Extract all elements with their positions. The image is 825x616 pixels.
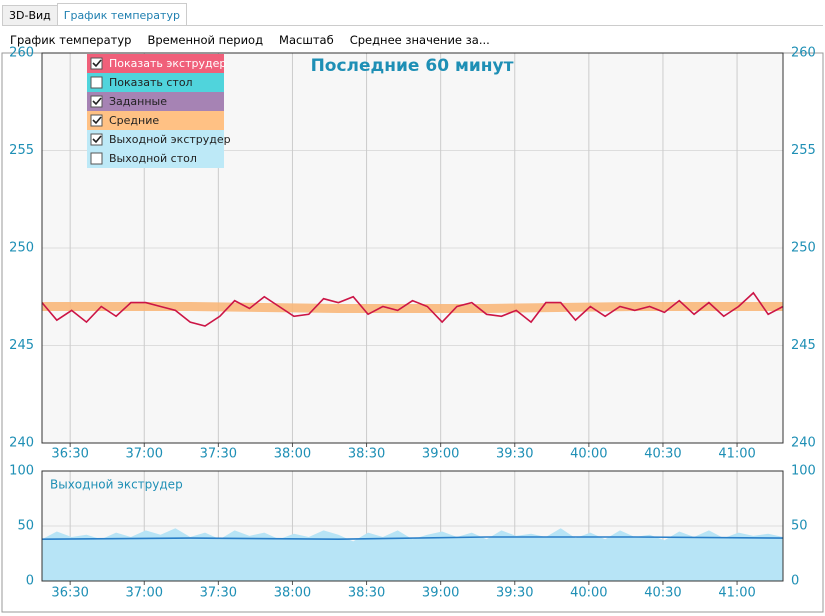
chart: 240 240 245 245 250 250 255 255 260 260 36:30 37:00…	[9, 46, 816, 462]
y-tick-label: 50	[17, 519, 34, 534]
x-tick-label: 39:00	[422, 586, 459, 601]
legend-label: Средние	[109, 114, 159, 127]
y-tick-label: 260	[9, 46, 34, 61]
check-mark	[92, 59, 102, 68]
x-tick-label: 40:00	[570, 586, 607, 601]
plot-border	[41, 52, 784, 444]
x-tick-label: 36:30	[51, 586, 88, 601]
x-tick-label: 41:00	[718, 586, 755, 601]
legend-row	[87, 54, 224, 73]
legend-label: Показать экструдер	[109, 57, 226, 70]
tab-bar: 3D-Вид График температур	[2, 0, 823, 26]
x-tick-label: 37:00	[126, 586, 163, 601]
legend-label: Показать стол	[109, 76, 193, 89]
legend-row	[87, 92, 224, 111]
x-tick-label: 40:00	[570, 447, 607, 462]
y-tick-label: 50	[791, 519, 808, 534]
chart-title: Последние 60 минут	[311, 56, 514, 76]
legend-row	[87, 149, 224, 168]
y-tick-label: 240	[9, 436, 34, 451]
x-tick-label: 39:30	[496, 586, 533, 601]
y-tick-label: 245	[791, 338, 816, 353]
x-tick-label: 39:00	[422, 447, 459, 462]
data-area	[42, 528, 783, 581]
legend-checkbox[interactable]	[90, 95, 103, 108]
menu-bar: График температур Временной период Масштаб…	[10, 29, 490, 51]
y-tick-label: 240	[791, 436, 816, 451]
legend-row	[87, 73, 224, 92]
menu-item[interactable]: Масштаб	[279, 33, 334, 47]
legend-checkbox[interactable]	[90, 152, 103, 165]
average-band	[42, 302, 783, 313]
x-tick-label: 41:00	[718, 447, 755, 462]
y-tick-label: 100	[9, 464, 34, 479]
legend-row	[87, 111, 224, 130]
y-tick-label: 250	[9, 241, 34, 256]
menu-item[interactable]: График температур	[10, 33, 132, 47]
chart: 0 0 50 50 100 100 36:30 37:00 37:30 38:00 38:30 39:…	[9, 464, 816, 601]
x-tick-label: 38:30	[348, 447, 385, 462]
y-tick-label: 250	[791, 241, 816, 256]
legend-checkbox[interactable]	[90, 76, 103, 89]
y-tick-label: 0	[791, 574, 799, 589]
legend-checkbox[interactable]	[90, 57, 103, 70]
data-line	[41, 291, 784, 327]
legend-checkbox[interactable]	[90, 114, 103, 127]
legend-row	[87, 130, 224, 149]
x-tick-label: 38:00	[274, 586, 311, 601]
legend-label: Заданные	[109, 95, 167, 108]
x-tick-label: 36:30	[51, 447, 88, 462]
y-tick-label: 245	[9, 338, 34, 353]
plot-border	[41, 470, 784, 582]
x-tick-label: 37:30	[200, 586, 237, 601]
x-tick-label: 38:30	[348, 586, 385, 601]
tab[interactable]: 3D-Вид	[2, 5, 58, 25]
menu-item[interactable]: Временной период	[147, 33, 264, 47]
check-mark	[92, 97, 102, 106]
x-tick-label: 38:00	[274, 447, 311, 462]
y-tick-label: 100	[791, 464, 816, 479]
x-tick-label: 40:30	[644, 586, 681, 601]
x-tick-label: 37:30	[200, 447, 237, 462]
check-mark	[92, 116, 102, 125]
y-tick-label: 260	[791, 46, 816, 61]
legend-checkbox[interactable]	[90, 133, 103, 146]
x-tick-label: 37:00	[126, 447, 163, 462]
check-mark	[92, 135, 102, 144]
menu-item[interactable]: Среднее значение за...	[349, 33, 490, 47]
legend-label: Выходной стол	[109, 152, 197, 165]
tab[interactable]: График температур	[56, 3, 187, 25]
x-tick-label: 40:30	[644, 447, 681, 462]
y-tick-label: 0	[26, 574, 34, 589]
y-tick-label: 255	[9, 143, 34, 158]
x-tick-label: 39:30	[496, 447, 533, 462]
chart-title: Выходной экструдер	[50, 478, 183, 492]
y-tick-label: 255	[791, 143, 816, 158]
legend-label: Выходной экструдер	[109, 133, 231, 146]
data-line	[41, 536, 784, 541]
